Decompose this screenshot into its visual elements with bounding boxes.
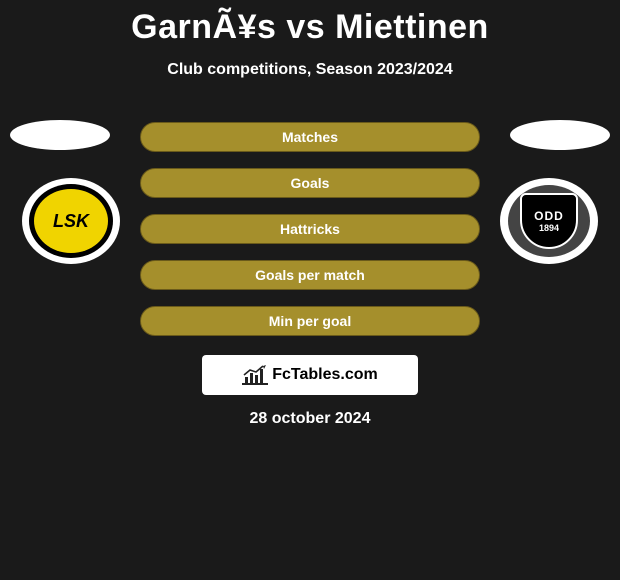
stat-bar-goals[interactable]: Goals [140, 168, 480, 198]
odd-name: ODD [534, 209, 564, 223]
stat-bars-group: Matches Goals Hattricks Goals per match … [140, 122, 480, 352]
stat-bar-label: Matches [282, 129, 338, 145]
lsk-badge-outer: LSK [29, 184, 113, 258]
stat-bar-goals-per-match[interactable]: Goals per match [140, 260, 480, 290]
stat-bar-label: Goals per match [255, 267, 365, 283]
stat-bar-matches[interactable]: Matches [140, 122, 480, 152]
widget-root: GarnÃ¥s vs Miettinen Club competitions, … [0, 0, 620, 580]
stat-bar-min-per-goal[interactable]: Min per goal [140, 306, 480, 336]
player-silhouette-right [510, 120, 610, 150]
stat-bar-hattricks[interactable]: Hattricks [140, 214, 480, 244]
club-badge-right[interactable]: ODD 1894 [500, 178, 598, 264]
lsk-abbrev: LSK [53, 211, 89, 232]
subtitle: Club competitions, Season 2023/2024 [0, 61, 620, 79]
odd-badge-outer: ODD 1894 [508, 185, 590, 257]
brand-text: FcTables.com [272, 366, 378, 384]
stat-bar-label: Goals [291, 175, 330, 191]
chart-icon [242, 365, 268, 385]
brand-link[interactable]: FcTables.com [202, 355, 418, 395]
player-silhouette-left [10, 120, 110, 150]
stat-bar-label: Min per goal [269, 313, 351, 329]
stat-bar-label: Hattricks [280, 221, 340, 237]
club-badge-left[interactable]: LSK [22, 178, 120, 264]
lsk-badge-inner: LSK [34, 189, 108, 253]
odd-shield: ODD 1894 [520, 193, 578, 249]
page-title: GarnÃ¥s vs Miettinen [0, 0, 620, 47]
odd-year: 1894 [539, 223, 559, 233]
date-text: 28 october 2024 [0, 410, 620, 428]
